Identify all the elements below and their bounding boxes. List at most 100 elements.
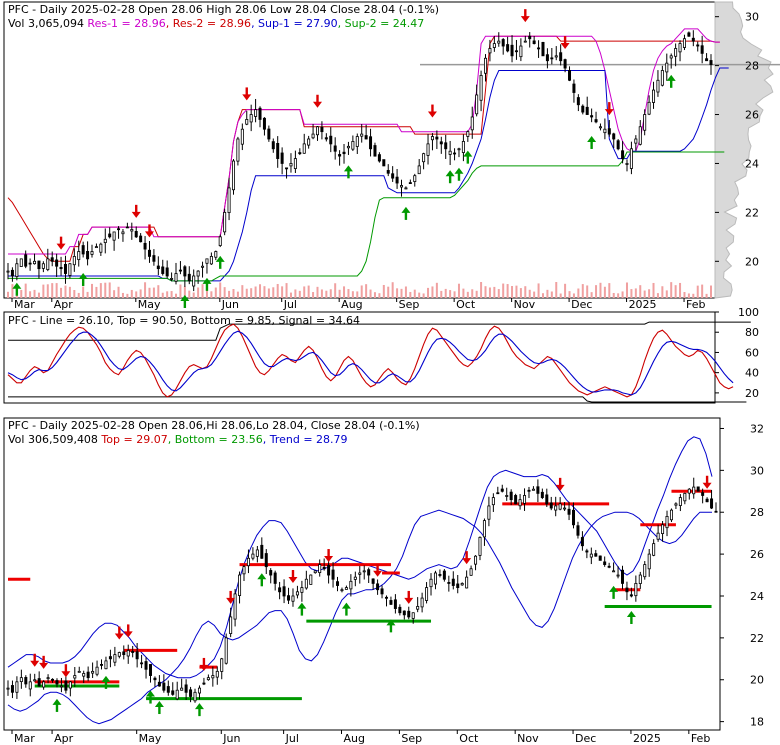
volume-bar [188, 290, 191, 298]
volume-bar [170, 291, 173, 298]
candle-body [701, 492, 705, 496]
candle-body [696, 486, 700, 492]
candle-body [656, 532, 660, 540]
candle-body [435, 136, 439, 140]
volume-bar [387, 286, 390, 298]
candle-body [46, 677, 50, 680]
candle-body [594, 119, 598, 123]
volume-bar [77, 292, 80, 298]
volume-bar [427, 287, 430, 298]
candle-body [594, 553, 598, 557]
month-label: May [139, 732, 162, 745]
month-label: Nov [514, 298, 536, 311]
y-tick-label: 22 [745, 206, 759, 219]
candle-body [550, 57, 554, 60]
volume-bar [144, 282, 147, 298]
candle-body [647, 553, 651, 570]
volume-bar [409, 291, 412, 298]
candle-body [267, 128, 271, 140]
y-tick-label: 26 [750, 548, 764, 561]
candle-body [466, 131, 470, 137]
volume-bar [617, 293, 620, 298]
candle-body [576, 525, 580, 536]
volume-bar [431, 286, 434, 298]
candle-body [340, 589, 344, 592]
volume-bar [511, 286, 514, 298]
buy-signal-arrow [454, 167, 464, 174]
candle-body [10, 269, 14, 277]
candle-body [422, 153, 426, 163]
candle-body [408, 182, 412, 185]
volume-bar [665, 290, 668, 298]
candle-body [360, 133, 364, 137]
volume-bar [228, 290, 231, 298]
candle-body [393, 599, 397, 609]
panel-header: Vol 3,065,094 Res-1 = 28.96, Res-2 = 28.… [8, 17, 424, 30]
volume-bar [175, 293, 178, 298]
volume-bar [11, 284, 14, 298]
candle-body [429, 578, 433, 588]
buy-signal-arrow [180, 294, 190, 301]
month-label: Sep [401, 732, 422, 745]
volume-bar [382, 284, 385, 298]
candle-body [143, 242, 147, 250]
y-tick-label: 26 [745, 109, 759, 122]
candle-body [255, 549, 259, 557]
volume-bar [281, 286, 284, 298]
volume-bar [338, 289, 341, 298]
candle-body [536, 486, 540, 494]
volume-bar [298, 290, 301, 298]
volume-bar [687, 293, 690, 298]
candle-body [117, 228, 121, 231]
candle-body [264, 553, 268, 568]
candle-body [183, 266, 187, 277]
candle-body [10, 685, 14, 693]
candle-body [42, 681, 46, 688]
buy-signal-arrow [609, 585, 619, 592]
buy-signal-arrow [101, 675, 111, 682]
candle-body [479, 74, 483, 101]
candle-body [563, 59, 567, 69]
candle-body [189, 689, 193, 697]
candle-body [391, 173, 395, 179]
sell-signal-arrow [312, 101, 322, 108]
candle-body [322, 566, 326, 570]
bollinger-upper-line [7, 436, 713, 679]
sell-signal-arrow [560, 43, 570, 50]
candle-body [545, 54, 549, 62]
candle-body [474, 555, 478, 565]
candle-body [439, 141, 443, 145]
candle-body [678, 497, 682, 506]
candle-body [497, 40, 501, 44]
header-part: , Signal = 34.64 [272, 314, 360, 327]
candle-body [540, 491, 544, 498]
candle-body [369, 136, 373, 150]
month-label: Apr [54, 732, 74, 745]
candle-body [634, 138, 638, 144]
volume-bar [205, 286, 208, 298]
candle-body [386, 170, 390, 174]
candle-body [245, 119, 249, 125]
candle-body [482, 520, 486, 538]
volume-bar [449, 290, 452, 298]
candle-body [398, 606, 402, 614]
candle-body [342, 151, 346, 155]
candle-body [131, 651, 135, 653]
volume-bar [652, 282, 655, 298]
candle-body [674, 503, 678, 506]
volume-bar [152, 287, 155, 298]
volume-bar [86, 291, 89, 298]
candle-body [373, 145, 377, 157]
header-part: , Close 28.04 (-0.1%) [304, 419, 420, 432]
header-part: , Sup-2 = 24.47 [338, 17, 425, 30]
candle-body [380, 588, 384, 595]
volume-bar [360, 285, 363, 298]
candle-body [411, 612, 415, 619]
volume-bar [15, 293, 18, 298]
candle-body [193, 691, 197, 702]
candle-body [333, 145, 337, 152]
header-part: PFC - Daily 2025-02-28 Open 28.06 [8, 3, 203, 16]
candle-body [336, 581, 340, 586]
candle-body [589, 553, 593, 558]
support-2-line [8, 151, 725, 282]
